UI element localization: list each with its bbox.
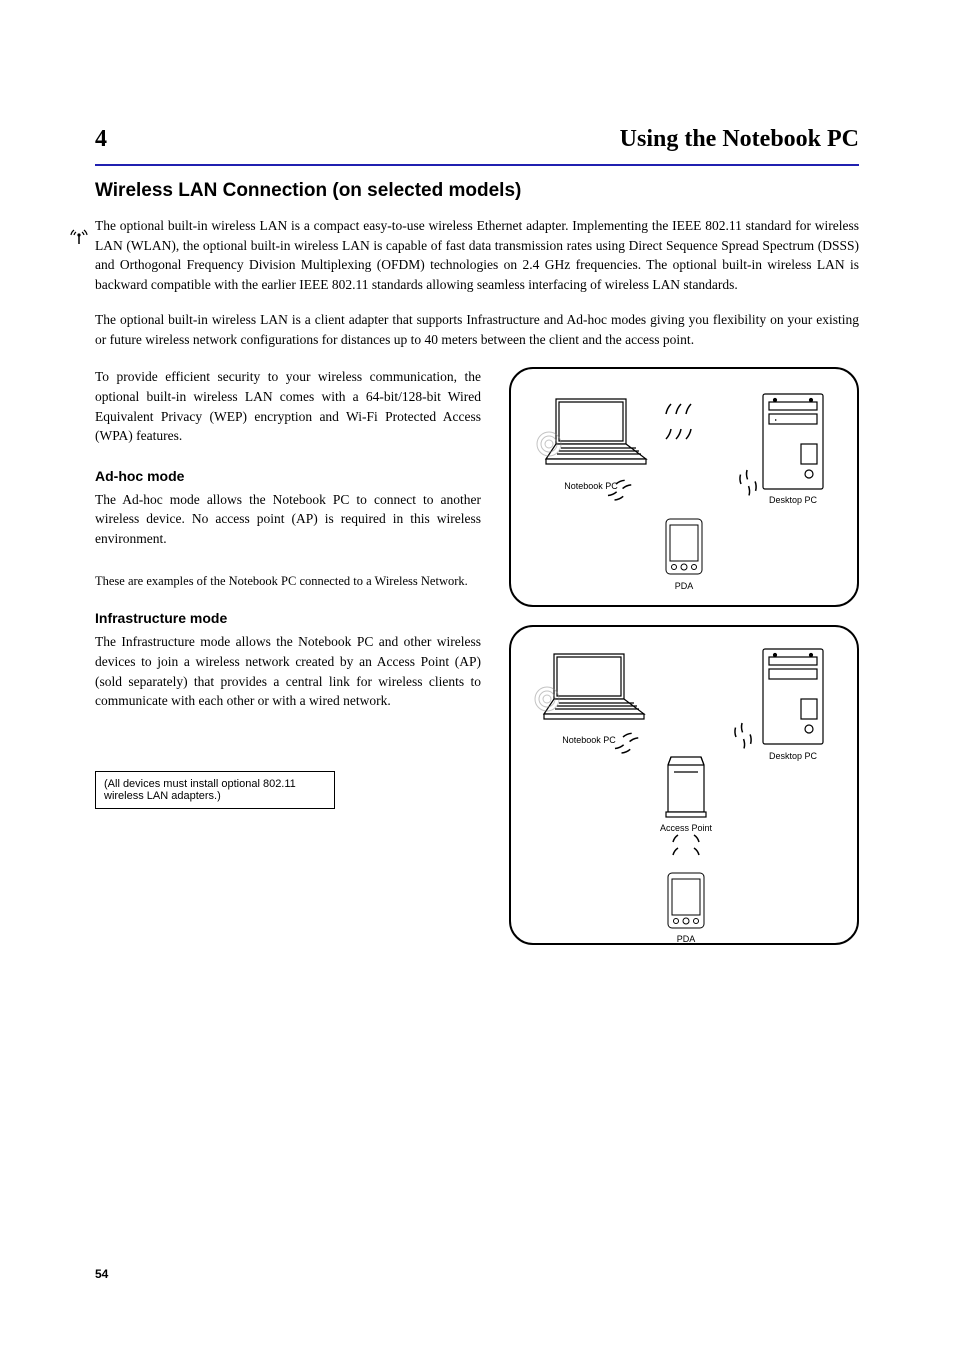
desktop-label-2: Desktop PC	[769, 751, 818, 761]
note-box: (All devices must install optional 802.1…	[95, 771, 335, 809]
right-column: Notebook PC ▸	[509, 367, 859, 945]
ap-label: Access Point	[660, 823, 713, 833]
desktop-icon-2	[763, 649, 823, 744]
two-column-region: To provide efficient security to your wi…	[95, 367, 859, 945]
pda-label-2: PDA	[677, 934, 696, 944]
infra-block: Infrastructure mode The Infrastructure m…	[95, 610, 481, 710]
notebook-label-2: Notebook PC	[562, 735, 616, 745]
desktop-label: Desktop PC	[769, 495, 818, 505]
desktop-icon: ▸	[763, 394, 823, 489]
notebook-icon-2	[535, 654, 644, 719]
page-number: 54	[95, 1267, 108, 1281]
pda-icon	[666, 519, 702, 574]
infra-diagram: Notebook PC Desktop PC	[509, 625, 859, 945]
chapter-title: Using the Notebook PC	[620, 126, 859, 153]
header-rule	[95, 164, 859, 166]
chapter-number: 4	[95, 126, 107, 153]
infra-body: The Infrastructure mode allows the Noteb…	[95, 632, 481, 710]
intro-paragraph-1: The optional built-in wireless LAN is a …	[95, 216, 859, 294]
security-paragraph: To provide efficient security to your wi…	[95, 367, 481, 445]
access-point-icon	[666, 757, 706, 817]
svg-text:▸: ▸	[775, 417, 777, 422]
intro-paragraph-2: The optional built-in wireless LAN is a …	[95, 310, 859, 349]
notebook-icon	[537, 399, 646, 464]
left-column: To provide efficient security to your wi…	[95, 367, 481, 945]
adhoc-diagram: Notebook PC ▸	[509, 367, 859, 607]
notebook-label: Notebook PC	[564, 481, 618, 491]
adhoc-title: Ad-hoc mode	[95, 468, 481, 484]
page: 4 Using the Notebook PC Wireless LAN Con…	[0, 0, 954, 1351]
pda-icon-2	[668, 873, 704, 928]
adhoc-block: Ad-hoc mode The Ad-hoc mode allows the N…	[95, 468, 481, 549]
diagram-caption: These are examples of the Notebook PC co…	[95, 572, 481, 590]
section-title: Wireless LAN Connection (on selected mod…	[95, 180, 859, 202]
infra-title: Infrastructure mode	[95, 610, 481, 626]
pda-label: PDA	[675, 581, 694, 591]
adhoc-body: The Ad-hoc mode allows the Notebook PC t…	[95, 490, 481, 549]
wifi-icon	[68, 225, 90, 247]
